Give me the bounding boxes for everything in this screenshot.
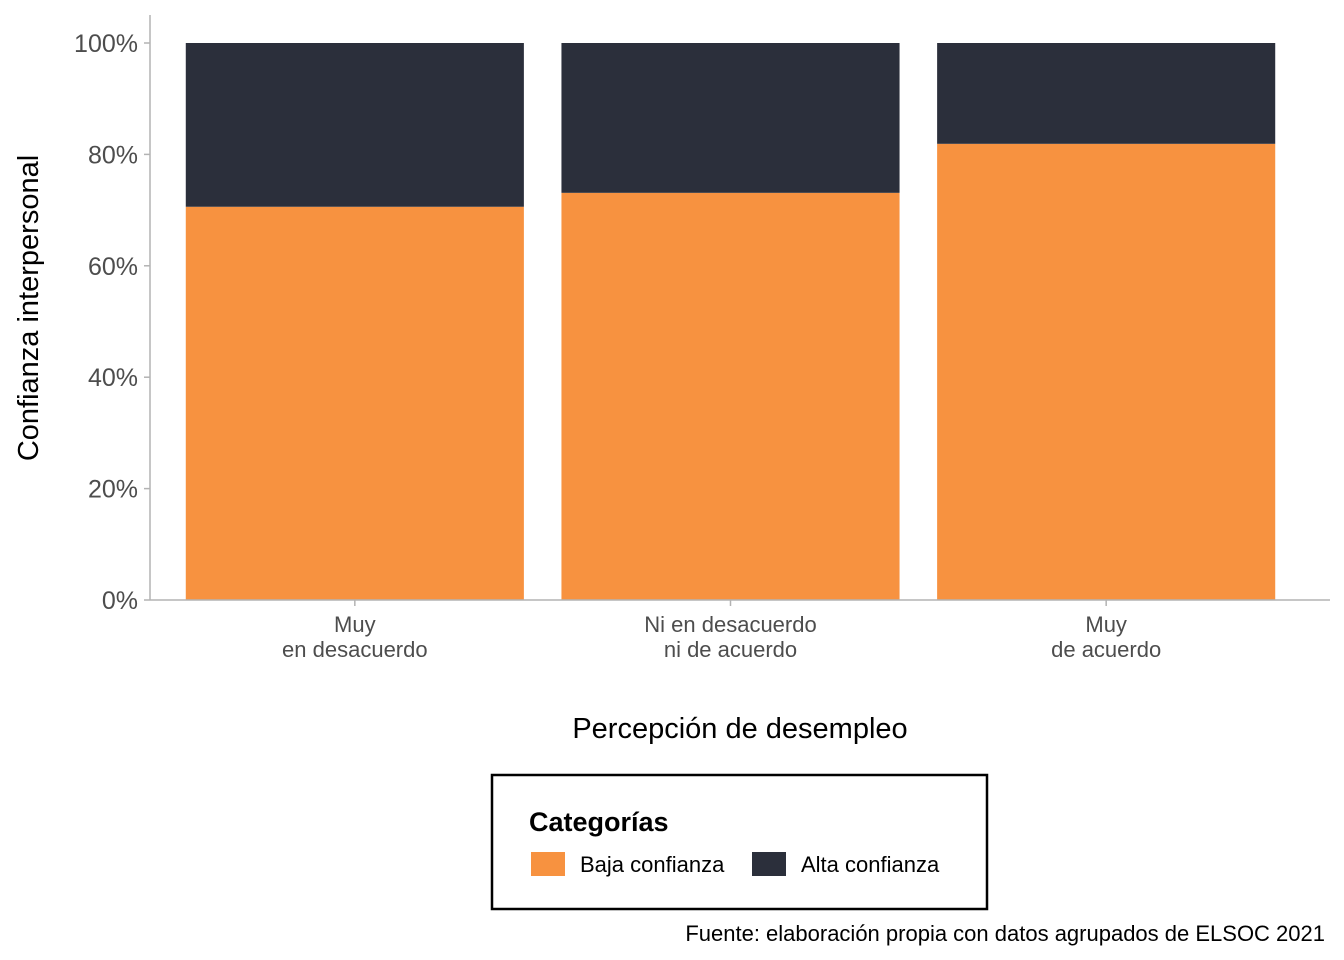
y-axis-title: Confianza interpersonal xyxy=(13,155,45,461)
y-ticks: 0% 20% 40% 60% 80% 100% xyxy=(74,30,150,615)
axes-layer xyxy=(149,15,1330,601)
y-tick-label: 80% xyxy=(88,141,138,169)
bar-alta-confianza-3 xyxy=(937,43,1276,144)
x-category-label: Muy de acuerdo xyxy=(1051,612,1161,662)
legend-swatch-alta-confianza xyxy=(752,852,786,876)
x-ticks: Muy en desacuerdo Ni en desacuerdo ni de ac… xyxy=(282,600,1161,662)
y-tick-label: 20% xyxy=(88,476,138,504)
y-tick-label: 40% xyxy=(88,364,138,392)
caption: Fuente: elaboración propia con datos agr… xyxy=(685,921,1325,946)
x-category-label: Muy en desacuerdo xyxy=(282,612,428,662)
bar-baja-confianza-1 xyxy=(185,206,524,600)
y-tick-label: 0% xyxy=(102,587,138,615)
legend: Categorías Baja confianza Alta confianza xyxy=(490,773,989,911)
bar-baja-confianza-3 xyxy=(937,143,1276,600)
x-category-label: Ni en desacuerdo ni de acuerdo xyxy=(644,612,816,662)
legend-box xyxy=(490,773,989,911)
bar-baja-confianza-2 xyxy=(561,192,900,600)
legend-label-baja-confianza: Baja confianza xyxy=(580,852,725,877)
legend-swatch-baja-confianza xyxy=(531,852,565,876)
bars-layer xyxy=(185,43,1276,600)
bar-alta-confianza-1 xyxy=(185,43,524,207)
y-tick-label: 60% xyxy=(88,253,138,281)
x-axis-title: Percepción de desempleo xyxy=(572,713,907,745)
bar-alta-confianza-2 xyxy=(561,43,900,193)
y-tick-label: 100% xyxy=(74,30,138,58)
legend-title: Categorías xyxy=(529,807,669,837)
legend-label-alta-confianza: Alta confianza xyxy=(801,852,940,877)
